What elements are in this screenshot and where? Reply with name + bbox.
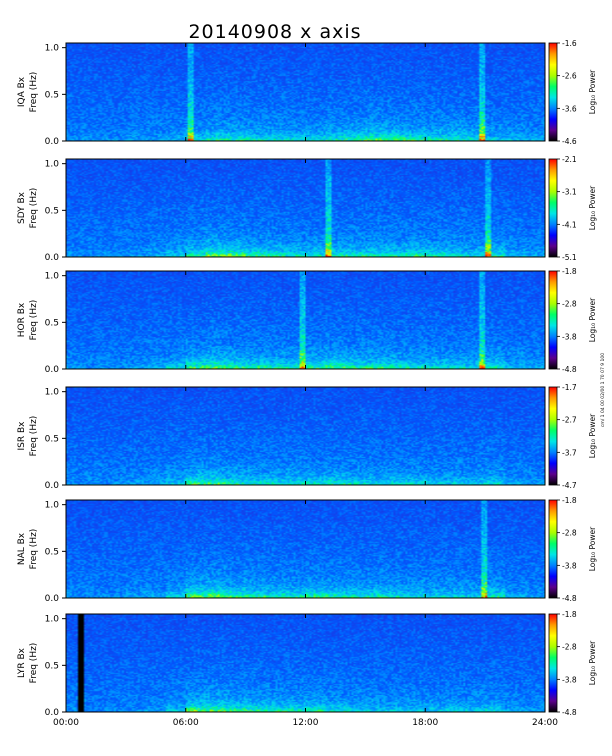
y-tick-label: 0.0 bbox=[45, 708, 60, 718]
colorbar-label: Log₁₀ Power bbox=[588, 640, 597, 685]
colorbar bbox=[548, 386, 558, 486]
colorbar bbox=[548, 42, 558, 142]
station-label: ISR Bx bbox=[17, 421, 27, 451]
y-tick-label: 0.5 bbox=[45, 206, 59, 216]
colorbar-tick-label: -1.8 bbox=[562, 610, 577, 619]
station-label: LYR Bx bbox=[17, 647, 27, 678]
colorbar bbox=[548, 158, 558, 258]
y-tick-label: 0.0 bbox=[45, 594, 60, 604]
y-tick-label: 0.0 bbox=[45, 137, 60, 147]
y-tick-label: 0.0 bbox=[45, 253, 60, 263]
y-tick-label: 1.0 bbox=[45, 388, 60, 398]
chart-title: 20140908 x axis bbox=[188, 21, 361, 43]
spectrogram-image bbox=[66, 271, 545, 369]
colorbar-tick-label: -3.8 bbox=[562, 332, 577, 341]
colorbar-tick-label: -5.1 bbox=[562, 253, 577, 262]
x-tick-label: 06:00 bbox=[173, 718, 199, 728]
colorbar-tick-label: -3.7 bbox=[562, 448, 577, 457]
freq-label: Freq (Hz) bbox=[29, 529, 39, 570]
side-note: cm/ 1 04 00 02/00 1 70 07 9 100 bbox=[600, 353, 606, 427]
colorbar bbox=[548, 499, 558, 599]
colorbar-tick-label: -1.6 bbox=[562, 39, 577, 48]
colorbar-tick-label: -1.8 bbox=[562, 267, 577, 276]
spectrogram-image bbox=[66, 500, 545, 598]
colorbar-tick-label: -2.8 bbox=[562, 300, 577, 309]
colorbar-tick-label: -1.8 bbox=[562, 496, 577, 505]
spectrogram-image bbox=[66, 159, 545, 257]
panel-4: 0.0 0.5 1.0 ISR Bx Freq (Hz) -1.7 -2.7 -3.7 -4.7… bbox=[17, 383, 597, 491]
colorbar-tick-label: -2.8 bbox=[562, 643, 577, 652]
y-tick-label: 0.5 bbox=[45, 318, 59, 328]
panel-5: 0.0 0.5 1.0 NAL Bx Freq (Hz) -1.8 -2.8 -3.8 -4.8… bbox=[17, 496, 597, 604]
colorbar-tick-label: -4.7 bbox=[562, 481, 577, 490]
y-tick-label: 1.0 bbox=[45, 160, 60, 170]
y-tick-label: 0.5 bbox=[45, 661, 59, 671]
colorbar-tick-label: -2.8 bbox=[562, 529, 577, 538]
y-tick-label: 0.0 bbox=[45, 365, 60, 375]
colorbar-tick-label: -4.6 bbox=[562, 137, 577, 146]
y-tick-label: 0.5 bbox=[45, 434, 59, 444]
colorbar-tick-label: -3.8 bbox=[562, 675, 577, 684]
colorbar-tick-label: -2.1 bbox=[562, 155, 577, 164]
colorbar-tick-label: -3.6 bbox=[562, 104, 577, 113]
colorbar-tick-label: -3.1 bbox=[562, 188, 577, 197]
freq-label: Freq (Hz) bbox=[29, 300, 39, 341]
colorbar-tick-label: -4.1 bbox=[562, 220, 577, 229]
colorbar-tick-label: -1.7 bbox=[562, 383, 577, 392]
colorbar-label: Log₁₀ Power bbox=[588, 297, 597, 342]
spectrogram-image bbox=[66, 43, 545, 141]
station-label: IQA Bx bbox=[17, 76, 27, 107]
y-tick-label: 1.0 bbox=[45, 272, 60, 282]
panel-1: 0.0 0.5 1.0 IQA Bx Freq (Hz) -1.6 -2.6 -3.6 -4.6… bbox=[17, 39, 597, 147]
y-tick-label: 1.0 bbox=[45, 44, 60, 54]
colorbar-tick-label: -4.8 bbox=[562, 708, 577, 717]
colorbar-tick-label: -4.8 bbox=[562, 594, 577, 603]
panel-6: 0.0 0.5 1.0 LYR Bx Freq (Hz) -1.8 -2.8 -3.8 -4.8… bbox=[17, 610, 597, 718]
colorbar bbox=[548, 613, 558, 713]
station-label: SDY Bx bbox=[17, 191, 27, 224]
y-tick-label: 0.0 bbox=[45, 481, 60, 491]
x-tick-label: 12:00 bbox=[293, 718, 319, 728]
colorbar-label: Log₁₀ Power bbox=[588, 69, 597, 114]
colorbar-tick-label: -2.6 bbox=[562, 72, 577, 81]
colorbar-tick-label: -3.8 bbox=[562, 561, 577, 570]
colorbar-tick-label: -2.7 bbox=[562, 416, 577, 425]
panel-3: 0.0 0.5 1.0 HOR Bx Freq (Hz) -1.8 -2.8 -3.8 -4.8… bbox=[17, 267, 597, 375]
station-label: NAL Bx bbox=[17, 532, 27, 565]
freq-label: Freq (Hz) bbox=[29, 188, 39, 229]
x-tick-label: 18:00 bbox=[412, 718, 438, 728]
freq-label: Freq (Hz) bbox=[29, 643, 39, 684]
station-label: HOR Bx bbox=[17, 302, 27, 337]
x-tick-label: 00:00 bbox=[53, 718, 79, 728]
x-tick-label: 24:00 bbox=[532, 718, 558, 728]
y-tick-label: 0.5 bbox=[45, 547, 59, 557]
colorbar-label: Log₁₀ Power bbox=[588, 526, 597, 571]
colorbar-label: Log₁₀ Power bbox=[588, 185, 597, 230]
colorbar bbox=[548, 270, 558, 370]
panel-2: 0.0 0.5 1.0 SDY Bx Freq (Hz) -2.1 -3.1 -4.1 -5.1… bbox=[17, 155, 597, 263]
y-tick-label: 1.0 bbox=[45, 615, 60, 625]
y-tick-label: 0.5 bbox=[45, 90, 59, 100]
colorbar-label: Log₁₀ Power bbox=[588, 413, 597, 458]
spectrogram-image bbox=[66, 387, 545, 485]
freq-label: Freq (Hz) bbox=[29, 72, 39, 113]
y-tick-label: 1.0 bbox=[45, 501, 60, 511]
spectrogram-image bbox=[66, 614, 545, 712]
colorbar-tick-label: -4.8 bbox=[562, 365, 577, 374]
freq-label: Freq (Hz) bbox=[29, 416, 39, 457]
